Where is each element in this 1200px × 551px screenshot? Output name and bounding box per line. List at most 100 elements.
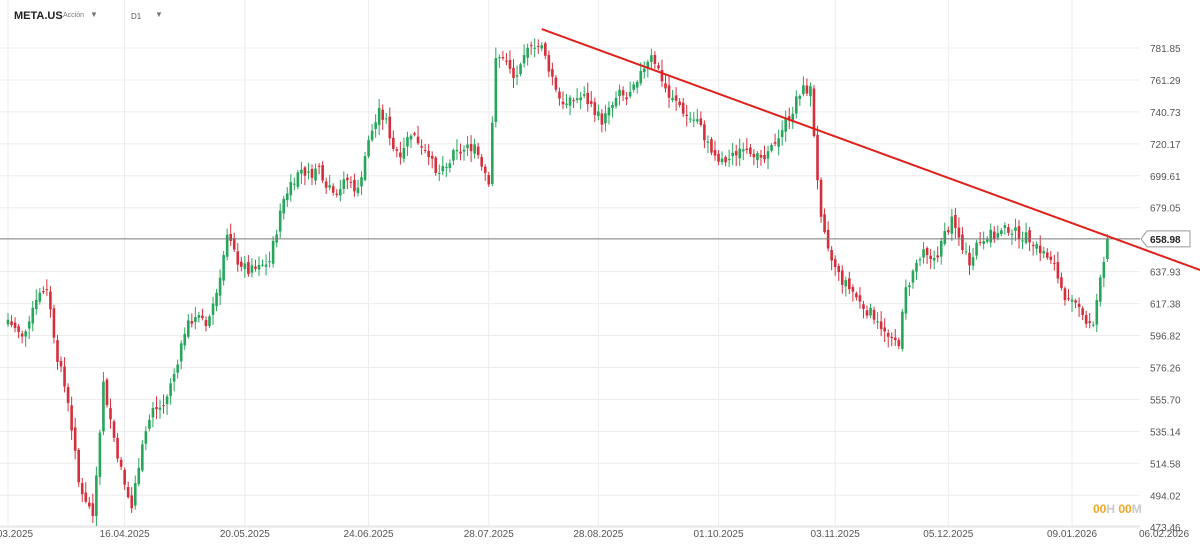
x-axis: 14.03.2025 16.04.2025 20.05.2025 24.06.2025… <box>0 529 1189 540</box>
candle-up <box>780 130 784 138</box>
candle-up <box>802 85 805 95</box>
candle-up <box>971 257 975 266</box>
candle-down <box>349 181 353 183</box>
candle-down <box>886 333 890 337</box>
candle-up <box>522 55 526 64</box>
countdown-hours: 00 <box>1093 502 1107 516</box>
candle-up <box>639 70 643 84</box>
candle-up <box>261 264 264 266</box>
candle-down <box>1060 277 1063 288</box>
candle-up <box>646 61 650 69</box>
candle-down <box>586 92 590 105</box>
candle-up <box>1021 240 1024 242</box>
candle-up <box>377 107 381 125</box>
candle-up <box>455 149 459 152</box>
candle-up <box>720 158 724 163</box>
candle-up <box>568 97 572 106</box>
candle-up <box>950 216 954 234</box>
candle-down <box>310 168 314 178</box>
candle-down <box>1038 245 1042 254</box>
candle-down <box>66 387 70 404</box>
candle-up <box>473 144 476 154</box>
candle-up <box>515 75 519 77</box>
timeframe-caret-down-icon[interactable]: ▼ <box>155 10 163 19</box>
symbol-caret-down-icon[interactable]: ▼ <box>90 10 98 19</box>
candle-up <box>282 198 286 214</box>
last-price-label: 658.98 <box>1150 235 1181 246</box>
candle-down <box>1053 262 1056 264</box>
candle-up <box>285 193 289 201</box>
candle-down <box>593 102 597 116</box>
timeframe-selector[interactable]: D1 <box>131 12 142 21</box>
candle-down <box>600 113 604 125</box>
candle-up <box>1010 233 1014 235</box>
candle-down <box>236 251 240 265</box>
candle-down <box>703 124 706 141</box>
candle-up <box>406 136 409 147</box>
candle-down <box>63 366 66 387</box>
candle-down <box>17 326 20 332</box>
candle-up <box>293 183 296 185</box>
candle-down <box>204 320 208 327</box>
y-axis: 781.85 761.29 740.73 720.17 699.61 679.05 637.… <box>1150 44 1181 534</box>
candle-down <box>80 483 84 495</box>
candle-up <box>183 333 187 346</box>
candle-down <box>745 148 749 151</box>
candle-up <box>943 231 947 244</box>
y-tick-label: 761.29 <box>1150 76 1181 87</box>
last-price-tag <box>1140 230 1191 248</box>
candle-up <box>1099 277 1102 302</box>
y-tick-label: 494.02 <box>1150 491 1181 502</box>
candle-up <box>692 119 696 121</box>
y-tick-label: 473.46 <box>1150 523 1181 534</box>
countdown-minutes-unit: M <box>1131 502 1142 516</box>
candle-up <box>618 89 621 97</box>
candle-up <box>632 84 635 90</box>
candle-up <box>766 151 770 159</box>
candle-down <box>1063 288 1067 301</box>
x-tick-label: 01.10.2025 <box>694 529 744 540</box>
candle-down <box>893 337 897 341</box>
candle-up <box>289 182 293 196</box>
candle-down <box>1028 230 1031 243</box>
candle-up <box>222 255 225 281</box>
candle-down <box>1049 256 1053 260</box>
candle-up <box>243 263 247 269</box>
candle-up <box>1000 230 1003 235</box>
candle-down <box>558 91 561 99</box>
candle-down <box>420 146 423 148</box>
candle-down <box>399 152 402 158</box>
candle-up <box>144 431 148 444</box>
candle-up <box>844 280 848 287</box>
candle-down <box>353 179 356 192</box>
candle-up <box>770 144 773 151</box>
candle-down <box>321 165 324 181</box>
candle-down <box>837 266 841 273</box>
candle-down <box>667 85 671 98</box>
x-tick-label: 24.06.2025 <box>344 529 394 540</box>
y-tick-label: 555.70 <box>1150 395 1181 406</box>
candle-down <box>752 153 756 158</box>
candle-up <box>628 91 632 97</box>
candle-up <box>360 177 363 187</box>
candle-down <box>483 166 487 174</box>
candle-down <box>229 234 233 241</box>
candle-up <box>179 343 183 362</box>
candle-down <box>126 487 130 498</box>
y-tick-label: 637.93 <box>1150 268 1181 279</box>
candle-down <box>395 149 399 151</box>
candle-up <box>194 317 197 323</box>
candle-up <box>1070 299 1074 302</box>
candle-up <box>268 261 271 263</box>
candle-down <box>190 321 194 324</box>
candle-up <box>795 96 798 114</box>
candle-down <box>759 154 763 158</box>
candle-down <box>49 291 52 310</box>
candle-down <box>1084 315 1088 324</box>
candle-up <box>264 264 268 267</box>
y-tick-label: 781.85 <box>1150 44 1181 55</box>
symbol-name[interactable]: META.US <box>14 10 63 22</box>
candle-down <box>247 262 250 274</box>
